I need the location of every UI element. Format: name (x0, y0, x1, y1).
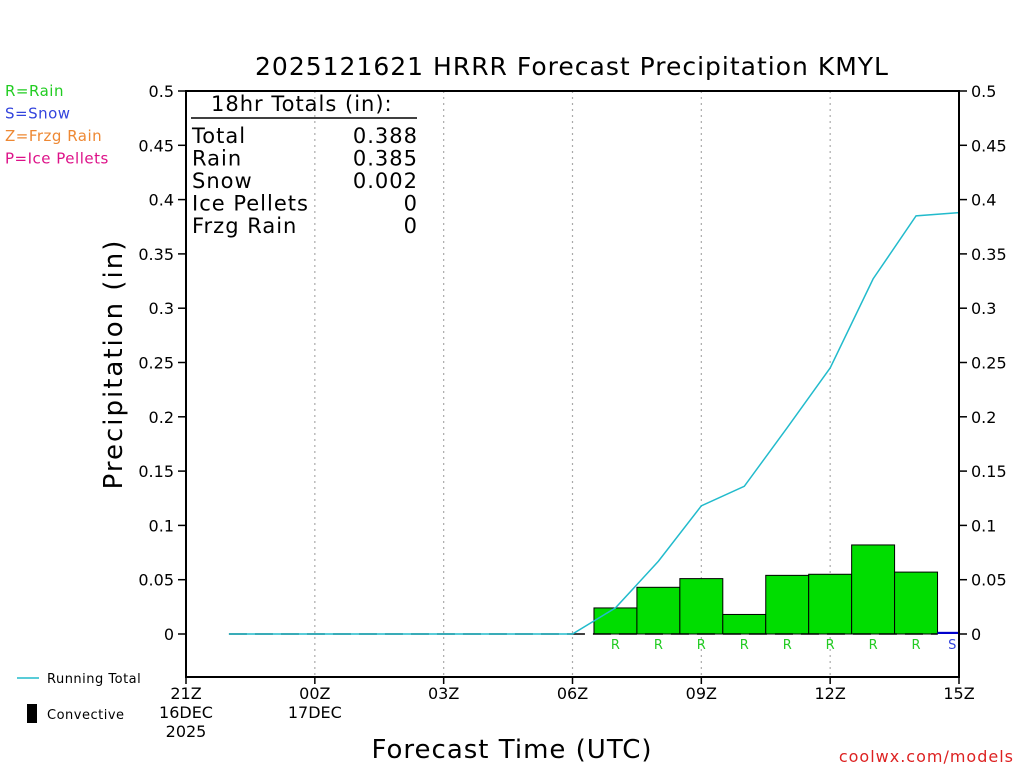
vertical-grid (314, 91, 831, 677)
x-tick-label-5-0: 12Z (815, 684, 846, 703)
y-tick-label-left-3: 0.15 (138, 462, 174, 481)
y-tick-label-left-6: 0.3 (149, 299, 174, 318)
bar-type-label-0: R (611, 638, 620, 653)
y-tick-label-right-10: 0.5 (971, 82, 996, 101)
totals-row-label-4: Frzg Rain (192, 214, 297, 238)
precip-bar-8 (937, 631, 959, 634)
totals-row-value-0: 0.388 (353, 124, 418, 148)
bar-type-label-3: R (740, 638, 749, 653)
precip-bar-4 (765, 574, 810, 635)
totals-row-label-3: Ice Pellets (192, 192, 309, 216)
y-axis-label: Precipitation (in) (99, 239, 129, 490)
precip-bar-7 (894, 571, 939, 635)
y-tick-label-right-7: 0.35 (971, 245, 1007, 264)
x-tick-label-0-2: 2025 (166, 722, 207, 741)
y-tick-label-right-2: 0.1 (971, 516, 996, 535)
y-tick-label-right-3: 0.15 (971, 462, 1007, 481)
precip-bar-5 (808, 573, 853, 635)
totals-row-label-1: Rain (192, 147, 242, 171)
chart-title: 2025121621 HRRR Forecast Precipitation K… (255, 52, 889, 81)
bar-type-label-7: R (912, 638, 921, 653)
y-tick-label-right-6: 0.3 (971, 299, 996, 318)
totals-row-value-4: 0 (404, 214, 418, 238)
x-tick-label-1-1: 17DEC (288, 703, 342, 722)
x-tick-label-0-1: 16DEC (159, 703, 213, 722)
type-legend-item-3: P=Ice Pellets (5, 150, 109, 168)
y-tick-label-right-0: 0 (971, 625, 981, 644)
y-tick-label-left-4: 0.2 (149, 408, 174, 427)
totals-heading: 18hr Totals (in): (211, 92, 393, 116)
y-tick-label-left-10: 0.5 (149, 82, 174, 101)
y-tick-label-right-8: 0.4 (971, 191, 996, 210)
x-tick-label-0-0: 21Z (170, 684, 201, 703)
precip-type-legend: R=Rain S=Snow Z=Frzg Rain P=Ice Pellets (5, 82, 109, 168)
y-tick-label-right-4: 0.2 (971, 408, 996, 427)
series-legend-label-1: Convective (47, 708, 125, 723)
type-legend-item-0: R=Rain (5, 82, 64, 100)
y-tick-label-left-8: 0.4 (149, 191, 174, 210)
totals-box: 18hr Totals (in): Total 0.388 Rain 0.385 Snow… (191, 92, 418, 238)
running-total-line (228, 211, 960, 635)
series-legend-label-0: Running Total (47, 672, 141, 687)
y-tick-label-left-9: 0.45 (138, 136, 174, 155)
precip-bar-3 (722, 613, 767, 635)
y-tick-label-right-9: 0.45 (971, 136, 1007, 155)
y-tick-label-right-5: 0.25 (971, 354, 1007, 373)
bar-type-label-5: R (826, 638, 835, 653)
credit-text: coolwx.com/models (839, 747, 1014, 766)
precip-bar-0 (593, 607, 638, 635)
y-axis-right: 0 0.05 0.1 0.15 0.2 0.25 0.3 0.35 0.4 0.45 0.5 (959, 82, 1007, 644)
totals-row-label-2: Snow (192, 169, 253, 193)
totals-row-value-3: 0 (404, 192, 418, 216)
x-tick-label-4-0: 09Z (686, 684, 717, 703)
x-tick-label-1-0: 00Z (299, 684, 330, 703)
type-legend-item-2: Z=Frzg Rain (5, 127, 102, 145)
totals-row-value-1: 0.385 (353, 147, 418, 171)
y-tick-label-left-5: 0.25 (138, 354, 174, 373)
series-legend-swatch-1 (27, 704, 37, 723)
running-total-line-group (228, 211, 960, 635)
y-tick-label-left-2: 0.1 (149, 516, 174, 535)
y-tick-label-left-0: 0 (164, 625, 174, 644)
series-legend: Running Total Convective (17, 672, 141, 723)
bar-type-label-6: R (869, 638, 878, 653)
type-legend-item-1: S=Snow (5, 105, 71, 123)
bar-type-label-8: S (948, 638, 956, 653)
x-tick-label-2-0: 03Z (428, 684, 459, 703)
bar-type-label-4: R (783, 638, 792, 653)
y-tick-label-left-1: 0.05 (138, 571, 174, 590)
precip-bar-1 (636, 586, 681, 635)
y-tick-label-left-7: 0.35 (138, 245, 174, 264)
totals-row-label-0: Total (191, 124, 246, 148)
x-tick-label-3-0: 06Z (557, 684, 588, 703)
x-axis-label: Forecast Time (UTC) (371, 735, 652, 765)
totals-row-value-2: 0.002 (353, 169, 418, 193)
bar-type-label-2: R (697, 638, 706, 653)
y-tick-label-right-1: 0.05 (971, 571, 1007, 590)
x-tick-label-6-0: 15Z (943, 684, 974, 703)
precip-bar-6 (851, 544, 896, 635)
y-axis-left: 0 0.05 0.1 0.15 0.2 0.25 0.3 0.35 0.4 0.45 0.5 (138, 82, 186, 644)
precip-bar-2 (679, 578, 724, 635)
bar-type-label-1: R (654, 638, 663, 653)
